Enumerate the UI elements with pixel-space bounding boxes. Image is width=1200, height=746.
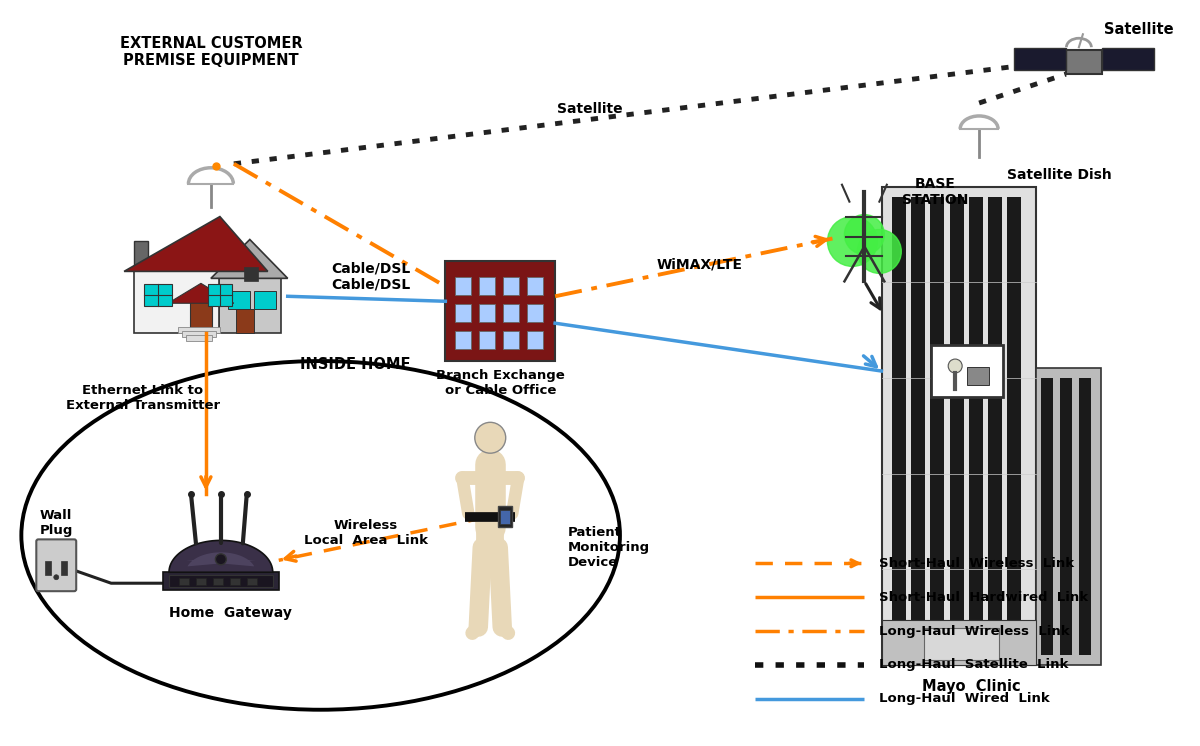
FancyBboxPatch shape — [1061, 378, 1073, 655]
Circle shape — [948, 359, 962, 373]
FancyBboxPatch shape — [479, 278, 496, 295]
Ellipse shape — [22, 361, 620, 709]
Text: Cable/DSL: Cable/DSL — [331, 278, 410, 292]
Polygon shape — [186, 552, 256, 566]
FancyBboxPatch shape — [1066, 50, 1102, 74]
Text: BASE
STATION: BASE STATION — [902, 177, 968, 207]
FancyBboxPatch shape — [882, 620, 1037, 665]
Text: Branch Exchange
or Cable Office: Branch Exchange or Cable Office — [436, 369, 565, 397]
FancyBboxPatch shape — [247, 578, 257, 585]
FancyBboxPatch shape — [924, 628, 1000, 660]
FancyBboxPatch shape — [208, 284, 232, 307]
FancyBboxPatch shape — [230, 578, 240, 585]
Text: Long-Haul  Satellite  Link: Long-Haul Satellite Link — [880, 659, 1069, 671]
Text: Long-Haul  Wireless  Link: Long-Haul Wireless Link — [880, 624, 1070, 638]
FancyBboxPatch shape — [967, 367, 989, 385]
FancyBboxPatch shape — [479, 331, 496, 349]
Text: Satellite Dish: Satellite Dish — [1007, 168, 1112, 182]
Text: Patient
Monitoring
Device: Patient Monitoring Device — [568, 526, 650, 569]
FancyBboxPatch shape — [988, 197, 1002, 655]
Text: Short-Haul  Wireless  Link: Short-Haul Wireless Link — [880, 557, 1074, 570]
FancyBboxPatch shape — [1042, 378, 1054, 655]
Text: Long-Haul  Wired  Link: Long-Haul Wired Link — [880, 692, 1050, 705]
Circle shape — [475, 422, 505, 454]
FancyBboxPatch shape — [911, 197, 925, 655]
FancyBboxPatch shape — [236, 310, 254, 333]
Circle shape — [215, 554, 227, 565]
FancyBboxPatch shape — [479, 304, 496, 322]
FancyBboxPatch shape — [503, 278, 520, 295]
FancyBboxPatch shape — [1014, 48, 1066, 70]
FancyBboxPatch shape — [882, 186, 1037, 665]
FancyBboxPatch shape — [1007, 197, 1021, 655]
Circle shape — [845, 215, 884, 254]
FancyBboxPatch shape — [36, 539, 77, 591]
FancyBboxPatch shape — [455, 304, 472, 322]
FancyBboxPatch shape — [455, 331, 472, 349]
FancyBboxPatch shape — [1037, 369, 1102, 665]
FancyBboxPatch shape — [949, 197, 964, 655]
FancyBboxPatch shape — [527, 331, 544, 349]
Text: INSIDE HOME: INSIDE HOME — [300, 357, 410, 372]
FancyBboxPatch shape — [503, 331, 520, 349]
Text: Cable/DSL: Cable/DSL — [331, 261, 410, 275]
FancyBboxPatch shape — [46, 561, 52, 575]
FancyBboxPatch shape — [190, 301, 212, 333]
FancyBboxPatch shape — [196, 578, 206, 585]
Text: Satellite: Satellite — [1104, 22, 1174, 37]
FancyBboxPatch shape — [144, 284, 172, 307]
FancyBboxPatch shape — [254, 291, 276, 310]
Text: Wall
Plug: Wall Plug — [40, 510, 73, 537]
FancyBboxPatch shape — [186, 335, 212, 341]
FancyBboxPatch shape — [445, 261, 556, 361]
FancyBboxPatch shape — [498, 506, 512, 527]
FancyBboxPatch shape — [134, 272, 218, 333]
FancyBboxPatch shape — [527, 304, 544, 322]
FancyBboxPatch shape — [503, 304, 520, 322]
FancyBboxPatch shape — [182, 331, 216, 337]
FancyBboxPatch shape — [1079, 378, 1091, 655]
FancyBboxPatch shape — [179, 578, 188, 585]
Polygon shape — [211, 239, 288, 278]
FancyBboxPatch shape — [212, 578, 223, 585]
FancyBboxPatch shape — [930, 197, 944, 655]
Text: EXTERNAL CUSTOMER
PREMISE EQUIPMENT: EXTERNAL CUSTOMER PREMISE EQUIPMENT — [120, 36, 302, 69]
Circle shape — [54, 574, 59, 580]
FancyBboxPatch shape — [1102, 48, 1153, 70]
Circle shape — [828, 216, 877, 266]
FancyBboxPatch shape — [134, 242, 148, 273]
Text: Mayo  Clinic: Mayo Clinic — [922, 680, 1020, 695]
FancyBboxPatch shape — [892, 197, 906, 655]
FancyBboxPatch shape — [218, 278, 281, 333]
Text: Ethernet Link to
External Transmitter: Ethernet Link to External Transmitter — [66, 384, 220, 412]
FancyBboxPatch shape — [61, 561, 67, 575]
FancyBboxPatch shape — [527, 278, 544, 295]
FancyBboxPatch shape — [163, 572, 278, 590]
FancyBboxPatch shape — [244, 267, 258, 281]
FancyBboxPatch shape — [968, 197, 983, 655]
Text: Wireless
Local  Area  Link: Wireless Local Area Link — [304, 519, 427, 548]
FancyBboxPatch shape — [169, 575, 272, 587]
FancyBboxPatch shape — [178, 327, 220, 333]
FancyBboxPatch shape — [455, 278, 472, 295]
Polygon shape — [168, 283, 234, 304]
Text: Home  Gateway: Home Gateway — [169, 606, 293, 620]
Text: WiMAX/LTE: WiMAX/LTE — [656, 257, 743, 272]
Circle shape — [858, 230, 901, 273]
Text: Satellite: Satellite — [557, 102, 623, 116]
FancyBboxPatch shape — [931, 345, 1003, 397]
Polygon shape — [169, 540, 272, 572]
Polygon shape — [124, 216, 268, 272]
FancyBboxPatch shape — [228, 291, 250, 310]
FancyBboxPatch shape — [500, 510, 510, 524]
Text: Short-Haul  Hardwired  Link: Short-Haul Hardwired Link — [880, 591, 1088, 604]
